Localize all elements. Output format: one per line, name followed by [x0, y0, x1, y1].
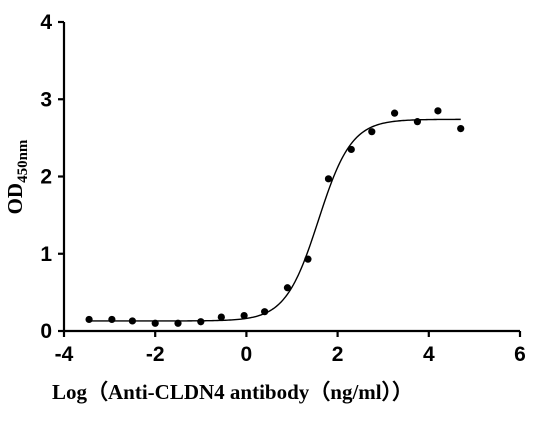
x-axis-title: Log（Anti-CLDN4 antibody（ng/ml））: [52, 380, 413, 404]
data-point: [217, 313, 225, 321]
y-axis-title: OD450nm: [3, 139, 31, 214]
y-tick-label: 1: [40, 243, 52, 266]
y-axis-title-group: OD450nm: [3, 139, 31, 214]
tick-group: 0 1 2 3 4 -4 -2 0 2 4 6: [40, 11, 526, 366]
data-point: [128, 317, 136, 325]
y-axis-title-main: OD: [3, 183, 27, 215]
data-point: [324, 175, 333, 183]
data-point: [391, 109, 399, 117]
data-point: [434, 107, 442, 115]
data-point: [347, 145, 355, 154]
x-tick-label: -4: [55, 343, 74, 366]
y-tick-label: 4: [40, 11, 52, 34]
x-tick-label: 4: [423, 343, 435, 366]
x-tick-label: -2: [146, 343, 165, 366]
data-point: [108, 315, 116, 324]
y-axis-title-subscript: 450nm: [15, 139, 31, 183]
x-tick-label: 0: [241, 343, 253, 366]
x-tick-label: 2: [332, 343, 344, 366]
data-point: [85, 315, 93, 324]
data-point: [304, 255, 312, 263]
fit-curve-group: [89, 118, 461, 322]
data-point: [174, 319, 182, 327]
y-tick-label: 2: [40, 166, 52, 189]
data-point: [368, 128, 376, 136]
data-point: [151, 319, 159, 327]
data-point: [261, 308, 269, 316]
data-point: [457, 125, 465, 133]
data-point: [197, 318, 205, 326]
x-tick-label: 6: [514, 343, 526, 366]
data-point: [240, 311, 248, 320]
data-point: [283, 284, 292, 292]
axes: [62, 22, 520, 333]
y-tick-label: 0: [40, 320, 52, 343]
data-point: [413, 118, 421, 126]
fit-curve: [89, 118, 461, 322]
data-points-group: [85, 107, 465, 327]
y-tick-label: 3: [40, 88, 52, 111]
